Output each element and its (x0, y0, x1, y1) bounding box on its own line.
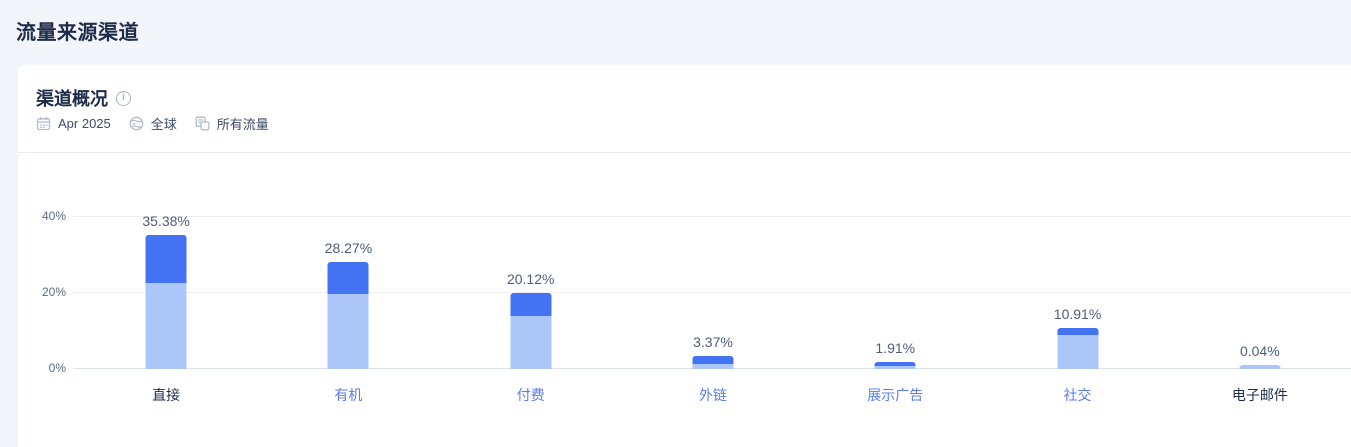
value-label-直接: 35.38% (142, 212, 190, 229)
bar-segment-light (692, 364, 734, 369)
channel-overview-card: 渠道概况 i Apr 2025 全球 (18, 65, 1351, 447)
value-label-外链: 3.37% (693, 334, 733, 351)
bar-column-有机: 28.27% (257, 217, 439, 369)
bar-segment-dark (327, 261, 369, 295)
bar-segment-light (874, 366, 916, 369)
category-label-付费[interactable]: 付费 (516, 387, 545, 403)
category-label-电子邮件: 电子邮件 (1231, 387, 1288, 403)
bar-segment-light (145, 283, 187, 369)
gridline-40 (73, 216, 1351, 217)
bar-segment-light (1057, 334, 1099, 369)
bar-column-展示广告: 1.91% (804, 217, 986, 369)
category-label-社交[interactable]: 社交 (1063, 387, 1092, 403)
bar-segment-dark (1057, 327, 1099, 335)
value-label-有机: 28.27% (324, 239, 373, 256)
globe-icon (129, 116, 144, 131)
meta-date: Apr 2025 (58, 116, 111, 131)
bar-column-付费: 20.12% (440, 217, 622, 369)
y-tick-label: 0% (48, 361, 66, 375)
bar-电子邮件[interactable] (1239, 365, 1281, 369)
card-divider (18, 152, 1351, 153)
bar-segment-dark (510, 292, 552, 316)
bar-直接[interactable] (145, 234, 187, 369)
page-title: 流量来源渠道 (16, 22, 139, 44)
category-label-展示广告[interactable]: 展示广告 (867, 387, 924, 403)
plot-area: 35.38% 28.27% 20.12% 3.37% 1.91% 10.91% 0.04% (73, 213, 1351, 369)
bar-社交[interactable] (1057, 327, 1099, 369)
bar-segment-light (510, 315, 552, 369)
value-label-社交: 10.91% (1053, 305, 1102, 322)
bar-column-社交: 10.91% (986, 217, 1168, 369)
bar-付费[interactable] (510, 292, 552, 369)
bar-segment-dark (692, 356, 734, 365)
category-label-外链[interactable]: 外链 (698, 387, 727, 403)
category-label-有机[interactable]: 有机 (334, 387, 363, 403)
meta-traffic-filter: 所有流量 (216, 117, 269, 132)
value-label-展示广告: 1.91% (875, 339, 916, 356)
bar-外链[interactable] (692, 356, 734, 369)
bar-column-外链: 3.37% (622, 217, 804, 369)
bar-segment-light (1239, 365, 1281, 369)
bar-segment-light (327, 294, 369, 369)
card-meta-row: Apr 2025 全球 所有流量 (36, 114, 269, 133)
bar-segment-dark (874, 361, 916, 367)
bar-展示广告[interactable] (874, 361, 916, 369)
card-heading-row: 渠道概况 i (36, 85, 131, 111)
value-label-付费: 20.12% (506, 270, 555, 287)
y-tick-label: 40% (41, 209, 66, 223)
bar-segment-dark (145, 234, 187, 284)
value-label-电子邮件: 0.04% (1239, 343, 1280, 359)
meta-region: 全球 (150, 117, 177, 132)
category-label-直接: 直接 (152, 387, 181, 403)
info-icon[interactable]: i (116, 90, 131, 106)
x-axis-labels: 直接 有机 付费 外链 展示广告 社交 电子邮件 (75, 385, 1351, 405)
traffic-segments-icon (195, 116, 210, 131)
bar-有机[interactable] (327, 261, 369, 369)
bar-column-电子邮件: 0.04% (1169, 217, 1351, 369)
gridline-20 (73, 292, 1351, 293)
y-tick-label: 20% (41, 285, 66, 299)
card-heading: 渠道概况 (36, 89, 108, 109)
calendar-icon (36, 116, 51, 131)
bar-column-直接: 35.38% (75, 213, 257, 369)
